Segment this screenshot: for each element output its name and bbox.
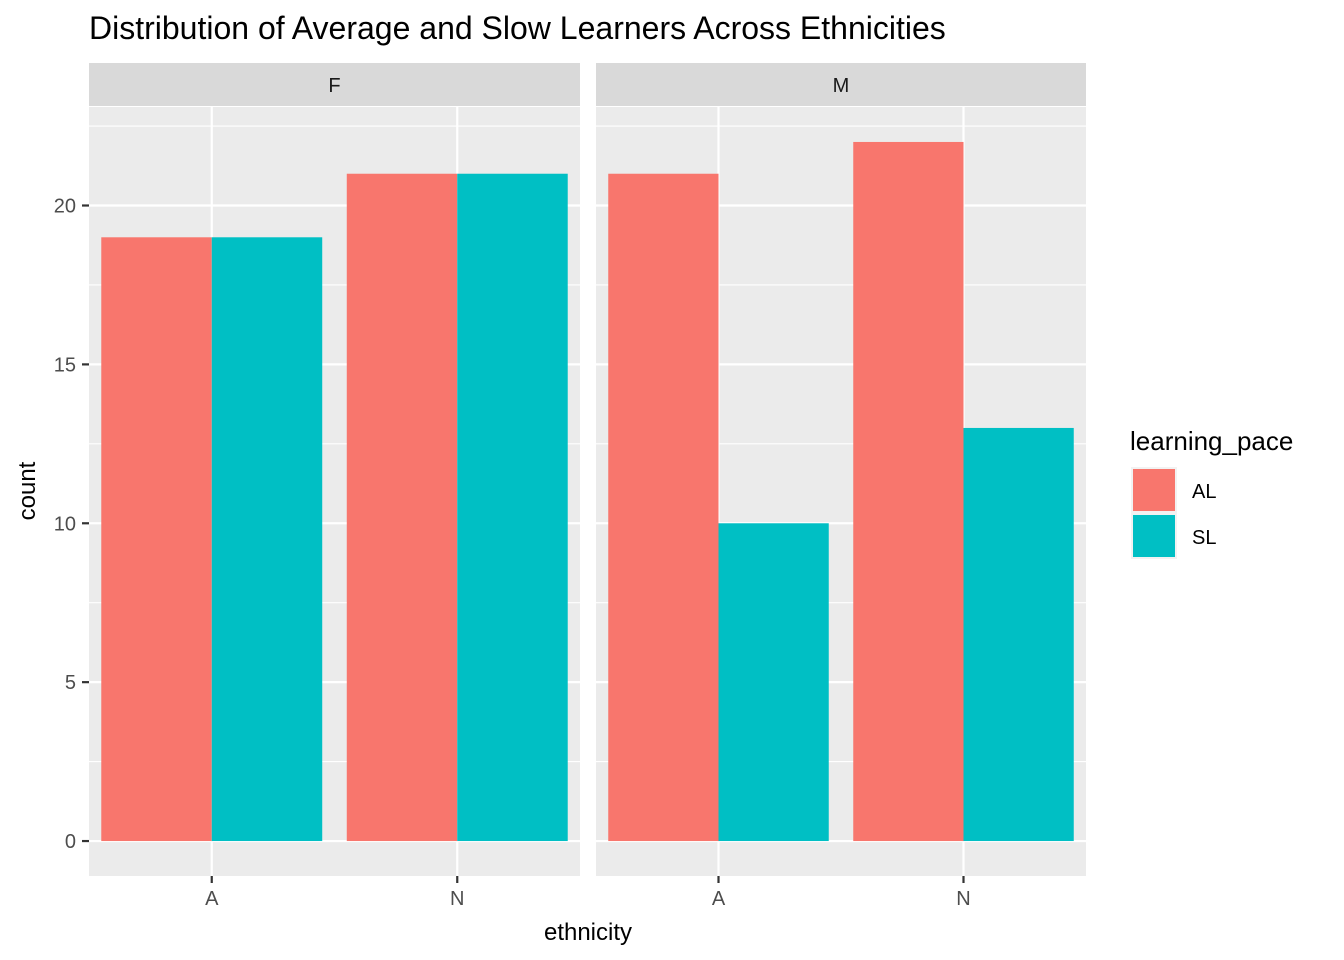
bar-M-A-AL: [608, 173, 719, 842]
y-axis: 0 5 10 15 20: [54, 196, 89, 853]
x-tick-label: N: [450, 888, 464, 910]
y-axis-title: count: [14, 461, 41, 520]
chart-title: Distribution of Average and Slow Learner…: [89, 10, 946, 46]
y-tick-label: 15: [54, 354, 76, 376]
bar-F-A-SL: [211, 237, 323, 842]
x-tick-label: A: [205, 888, 219, 910]
x-tick-label: N: [956, 888, 970, 910]
facet-panels: F A N M A N: [89, 63, 1086, 910]
bar-F-A-AL: [101, 237, 212, 842]
facet-strip: [596, 63, 1086, 106]
x-tick-label: A: [712, 888, 726, 910]
x-axis-title: ethnicity: [544, 919, 632, 946]
legend-label-SL: SL: [1192, 527, 1216, 549]
legend-title: learning_pace: [1130, 426, 1293, 456]
facet-strip-label: F: [328, 75, 340, 97]
bar-F-N-SL: [457, 173, 568, 842]
facet-strip-label: M: [833, 75, 850, 97]
legend-key-SL: [1133, 515, 1175, 557]
y-tick-label: 5: [65, 672, 76, 694]
legend-label-AL: AL: [1192, 481, 1216, 503]
facet-panel-F: F A N: [89, 63, 580, 910]
y-tick-label: 10: [54, 513, 76, 535]
bar-M-N-AL: [853, 141, 964, 842]
y-tick-label: 20: [54, 196, 76, 218]
facet-strip: [89, 63, 580, 106]
bar-M-N-SL: [963, 427, 1074, 842]
y-tick-label: 0: [65, 831, 76, 853]
bar-M-A-SL: [718, 523, 829, 842]
legend-key-AL: [1133, 469, 1175, 511]
legend: learning_pace AL SL: [1130, 426, 1293, 559]
facet-panel-M: M A N: [596, 63, 1086, 910]
bar-F-N-AL: [346, 173, 458, 842]
